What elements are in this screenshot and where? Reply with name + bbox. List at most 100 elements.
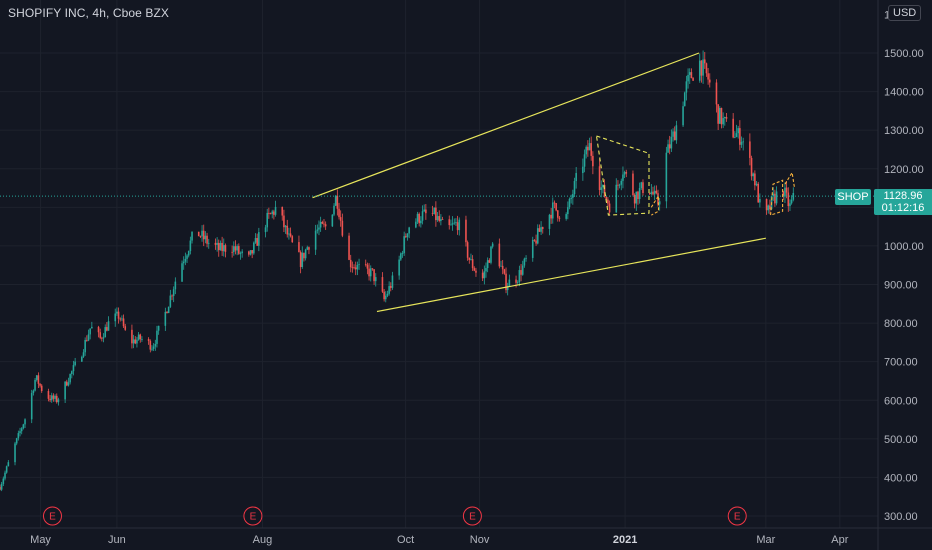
candle-body — [132, 339, 135, 344]
pattern-flag-dashed[interactable] — [595, 135, 650, 216]
candle-body — [488, 260, 491, 263]
candle-body — [789, 203, 791, 207]
y-tick-label: 1500.00 — [884, 48, 924, 60]
candle-body — [750, 157, 753, 177]
candle-body — [503, 269, 506, 274]
candle-body — [333, 205, 335, 215]
candle-body — [650, 191, 653, 194]
x-tick-label: May — [30, 534, 51, 546]
candle-body — [582, 166, 584, 174]
y-tick-label: 400.00 — [884, 472, 918, 484]
candle-body — [383, 291, 385, 300]
candle-body — [742, 141, 744, 143]
candle-body — [152, 346, 155, 349]
candle-body — [754, 173, 756, 186]
candle-body — [769, 205, 771, 210]
candle-body — [625, 172, 628, 174]
earnings-marker-label: E — [734, 512, 741, 523]
candle-body — [303, 252, 305, 259]
candle-body — [281, 206, 284, 216]
candle-body — [134, 339, 137, 344]
candle-body — [349, 259, 352, 268]
candle-body — [238, 246, 240, 254]
candle-body — [167, 306, 170, 314]
candle-body — [283, 215, 285, 228]
candle-body — [116, 311, 118, 314]
candle-body — [635, 191, 638, 204]
candle-body — [104, 327, 107, 338]
candle-body — [5, 466, 8, 473]
candle-body — [652, 191, 654, 195]
candle-body — [354, 267, 357, 270]
currency-selector[interactable]: USD — [888, 5, 922, 21]
candle-body — [792, 192, 795, 200]
candle-body — [131, 329, 133, 344]
x-axis: May Jun Aug Oct Nov 2021 Mar Apr — [0, 527, 932, 546]
candle-body — [366, 264, 369, 269]
candle-body — [683, 92, 686, 107]
earnings-marker-circle[interactable] — [462, 506, 482, 526]
trendlines — [312, 52, 766, 313]
candle-body — [735, 133, 738, 138]
candle-body — [114, 313, 117, 322]
candle-body — [368, 268, 370, 277]
candle-body — [784, 187, 786, 197]
candle-body — [558, 217, 561, 219]
x-tick-label: Apr — [831, 534, 848, 546]
candle-body — [722, 118, 724, 125]
candle-body — [35, 375, 38, 380]
candle-body — [124, 326, 127, 330]
candle-body — [692, 78, 694, 81]
pattern-march-pattern-left[interactable] — [770, 179, 784, 216]
candle-body — [655, 190, 658, 194]
candle-body — [204, 235, 207, 240]
candle-body — [117, 311, 120, 319]
earnings-marker-circle[interactable] — [42, 506, 62, 526]
candle-body — [236, 246, 238, 251]
candle-body — [202, 230, 205, 240]
candle-body — [87, 334, 90, 341]
candle-body — [273, 211, 275, 215]
candle-body — [71, 371, 73, 375]
candle-body — [119, 318, 122, 320]
candle-body — [473, 268, 476, 271]
candle-body — [592, 155, 594, 167]
candle-body — [0, 483, 3, 490]
candle-body — [24, 419, 26, 425]
y-tick-label: 1000.00 — [884, 241, 924, 253]
candle-body — [217, 242, 220, 251]
candle-body — [575, 173, 577, 182]
candle-body — [485, 268, 487, 272]
candle-body — [749, 141, 751, 158]
trendline-lower-support[interactable] — [376, 237, 766, 313]
pattern-flag-small[interactable] — [650, 193, 660, 216]
trendline-upper-resistance[interactable] — [312, 52, 700, 199]
symbol-badge: SHOP — [835, 189, 871, 205]
candle-body — [304, 249, 307, 259]
candle-body — [632, 173, 634, 196]
candle-body — [86, 339, 88, 341]
candle-body — [533, 239, 536, 241]
candle-body — [358, 264, 360, 265]
candle-body — [222, 245, 225, 252]
candle-body — [319, 221, 322, 228]
earnings-marker-circle[interactable] — [243, 506, 263, 526]
candle-body — [269, 213, 272, 215]
candle-body — [251, 250, 253, 254]
candle-body — [298, 242, 300, 253]
candle-body — [406, 233, 409, 238]
candle-body — [338, 208, 340, 218]
earnings-marker-circle[interactable] — [727, 506, 747, 526]
candle-body — [102, 337, 105, 339]
candle-body — [353, 267, 355, 269]
candle-body — [89, 328, 91, 335]
candle-body — [757, 183, 760, 203]
y-tick-label: 1400.00 — [884, 87, 924, 99]
candle-body — [122, 318, 125, 327]
candle-body — [182, 261, 185, 264]
candle-body — [453, 222, 456, 224]
candle-body — [525, 257, 527, 259]
candle-body — [239, 253, 242, 254]
candle-body — [256, 238, 258, 246]
